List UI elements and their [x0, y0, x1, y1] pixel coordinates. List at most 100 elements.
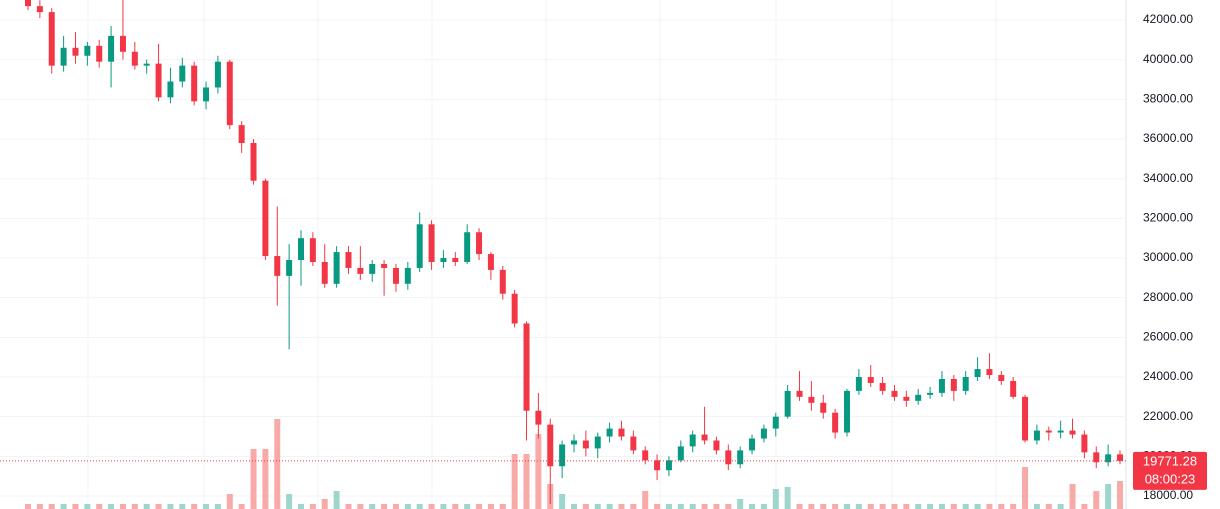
candle-body: [369, 263, 376, 274]
volume-bar: [642, 491, 649, 509]
volume-bar: [938, 504, 945, 509]
volume-bar: [262, 449, 269, 509]
volume-bar: [203, 504, 210, 509]
candle-body: [571, 440, 577, 445]
candle-body: [72, 47, 79, 56]
candle-body: [701, 434, 708, 441]
candle-body: [464, 232, 471, 262]
volume-bar: [226, 494, 233, 509]
volume-bar: [131, 504, 138, 509]
y-tick-label: 38000.00: [1143, 92, 1193, 106]
countdown-label: 08:00:23: [1145, 471, 1196, 486]
candle-body: [262, 180, 269, 257]
candle-body: [523, 323, 530, 411]
candle-body: [844, 390, 850, 433]
volume-bar: [464, 504, 471, 509]
volume-bar: [143, 504, 150, 509]
volume-bar: [784, 487, 791, 509]
y-tick-label: 26000.00: [1143, 330, 1193, 344]
candle-body: [606, 428, 613, 437]
candle-body: [476, 232, 483, 255]
candle-body: [832, 412, 839, 433]
y-tick-label: 32000.00: [1143, 211, 1193, 225]
candle-body: [286, 260, 293, 276]
volume-bar: [108, 504, 115, 509]
volume-bar: [559, 494, 566, 509]
last-price-label: 19771.28: [1143, 453, 1197, 468]
candle-body: [618, 428, 625, 437]
volume-bar: [1105, 484, 1112, 509]
candle-body: [511, 293, 518, 324]
candle-body: [1069, 430, 1076, 435]
candle-body: [737, 450, 744, 465]
volume-bar: [701, 504, 708, 509]
volume-bar: [618, 504, 625, 509]
candle-body: [238, 125, 245, 143]
volume-bar: [974, 504, 981, 509]
y-tick-label: 42000.00: [1143, 12, 1193, 26]
volume-bar: [48, 504, 55, 509]
candle-body: [986, 369, 993, 376]
candle-body: [725, 450, 732, 465]
volume-bar: [476, 504, 483, 509]
candle-body: [642, 450, 649, 461]
volume-bar: [392, 504, 399, 509]
volume-bar: [286, 494, 293, 509]
candle-body: [96, 45, 103, 62]
candle-body: [594, 436, 601, 449]
volume-bar: [1033, 504, 1040, 509]
candle-body: [749, 438, 756, 451]
candle-body: [903, 396, 910, 401]
candle-body: [760, 428, 767, 439]
volume-bar: [915, 504, 922, 509]
y-tick-label: 18000.00: [1143, 488, 1193, 502]
volume-bar: [36, 504, 43, 509]
candle-body: [428, 224, 435, 262]
candle-body: [654, 460, 661, 471]
volume-bar: [381, 504, 388, 509]
y-tick-label: 30000.00: [1143, 250, 1193, 264]
candle-body: [1057, 430, 1064, 433]
volume-bar: [903, 504, 910, 509]
candle-body: [677, 446, 684, 461]
y-tick-label: 34000.00: [1143, 171, 1193, 185]
candle-body: [36, 6, 43, 13]
volume-bar: [167, 504, 174, 509]
candle-body: [938, 378, 945, 393]
volume-bar: [962, 504, 969, 509]
candle-body: [879, 382, 886, 391]
volume-bar: [523, 454, 530, 509]
candle-body: [416, 224, 423, 268]
candle-body: [1105, 454, 1112, 463]
candle-body: [1093, 452, 1100, 463]
volume-bar: [298, 504, 304, 509]
volume-bar: [345, 504, 352, 509]
volume-bar: [1045, 504, 1052, 509]
volume-bar: [606, 504, 613, 509]
candle-body: [891, 390, 898, 397]
candle-body: [487, 254, 494, 270]
y-tick-label: 28000.00: [1143, 290, 1193, 304]
volume-bar: [879, 504, 886, 509]
volume-bar: [357, 504, 364, 509]
candle-body: [630, 436, 637, 451]
candle-body: [820, 402, 827, 413]
volume-bar: [428, 504, 435, 509]
volume-bar: [369, 504, 376, 509]
volume-bar: [487, 504, 494, 509]
volume-bar: [571, 504, 577, 509]
candle-body: [689, 434, 696, 447]
volume-bar: [535, 434, 542, 509]
candle-body: [974, 369, 981, 378]
candle-body: [214, 61, 221, 88]
candle-body: [499, 269, 506, 294]
candle-body: [108, 35, 115, 62]
volume-bar: [309, 504, 316, 509]
candle-body: [808, 396, 815, 403]
volume-bar: [594, 504, 601, 509]
volume-bar: [416, 504, 423, 509]
volume-bar: [191, 504, 198, 509]
candle-body: [452, 258, 459, 262]
volume-bar: [511, 454, 518, 509]
